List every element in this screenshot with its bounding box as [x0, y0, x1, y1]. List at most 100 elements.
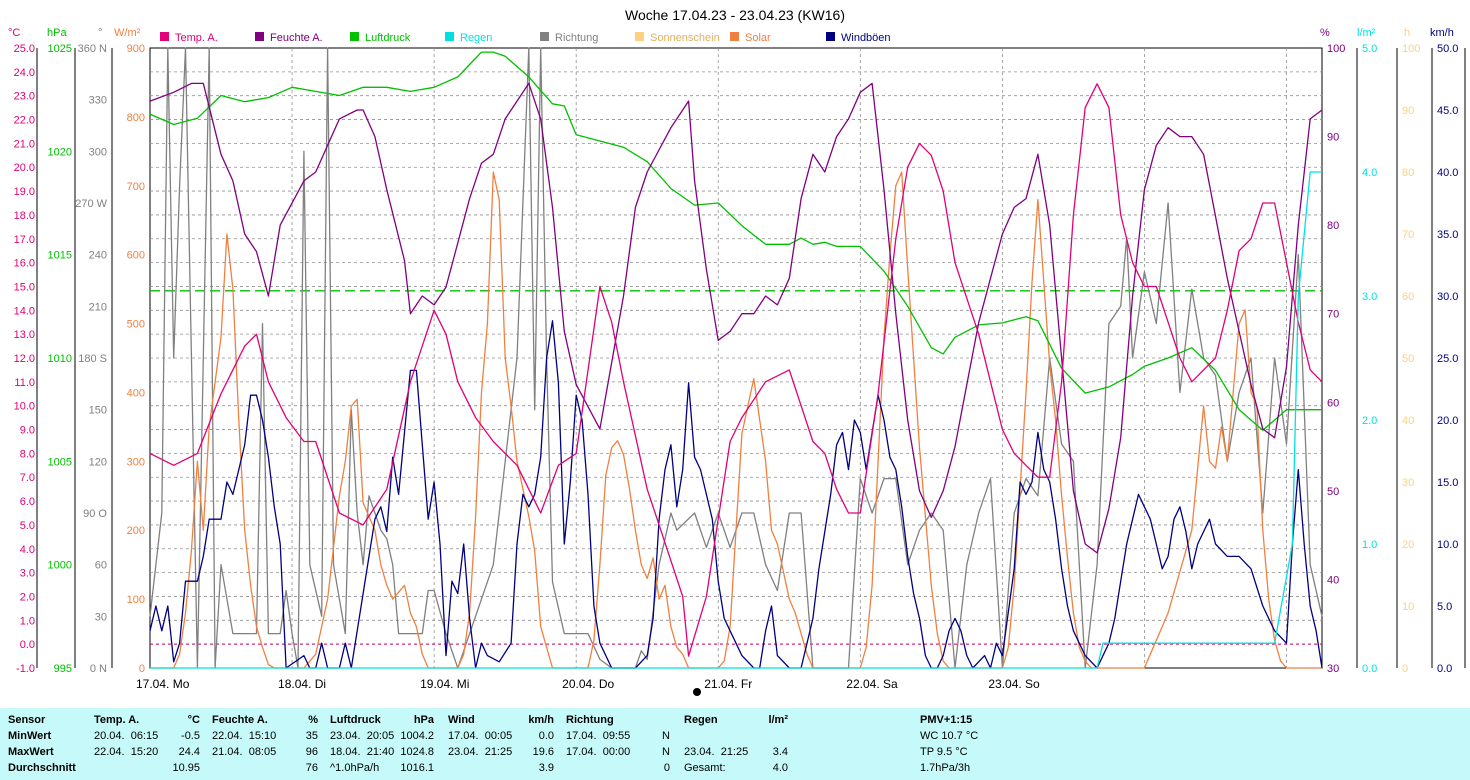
- chart-legend: Temp. A. Feuchte A. Luftdruck Regen Richtung…: [160, 32, 891, 44]
- x-day-label: 21.04. Fr: [704, 677, 752, 691]
- rain-total: 4.0: [772, 762, 788, 774]
- sun-tick-label: 30: [1402, 477, 1414, 489]
- rain-tick-label: 1.0: [1362, 539, 1377, 551]
- wind-tick-label: 20.0: [1437, 415, 1458, 427]
- press-min-time: 23.04. 20:05: [330, 730, 395, 742]
- legend-swatch: [255, 32, 264, 41]
- press-trend: ^1.0hPa/h: [330, 762, 380, 774]
- temp-tick-label: 3.0: [20, 568, 35, 580]
- legend-swatch: [350, 32, 359, 41]
- direction-tick-label: 120: [89, 456, 107, 468]
- temp-tick-label: 1.0: [20, 615, 35, 627]
- sun-tick-label: 80: [1402, 167, 1414, 179]
- temp-avg: 10.95: [172, 762, 200, 774]
- stats-header-temp: Temp. A.: [94, 714, 140, 726]
- stats-header-temp-unit: °C: [187, 714, 200, 726]
- pressure-unit-label: hPa: [47, 27, 67, 39]
- legend-label: Richtung: [555, 32, 598, 44]
- weather-chart: Woche 17.04.23 - 23.04.23 (KW16) -1.0 0.0…: [8, 7, 1466, 696]
- series-line-temp-a-: [149, 83, 1323, 657]
- wind-unit-label: km/h: [1430, 27, 1454, 39]
- temp-tick-label: 22.0: [14, 115, 35, 127]
- stats-header-press: Luftdruck: [330, 714, 381, 726]
- temp-tick-label: 4.0: [20, 544, 35, 556]
- temp-tick-label: 25.0: [14, 43, 35, 55]
- solar-tick-label: 300: [127, 456, 145, 468]
- direction-tick-label: 30: [95, 611, 107, 623]
- direction-tick-label: 360 N: [78, 43, 107, 55]
- stats-header-press-unit: hPa: [413, 714, 434, 726]
- stats-header-pmv: PMV+1:15: [920, 714, 973, 726]
- now-marker: [693, 688, 701, 696]
- chart-axes: -1.0 0.0 1.0 2.0 3.0 4.0 5.0 6.0 7.0 8.0 9.0 10.0 11…: [8, 27, 1466, 675]
- wind-tick-label: 30.0: [1437, 291, 1458, 303]
- direction-tick-label: 240: [89, 250, 107, 262]
- x-day-label: 17.04. Mo: [136, 677, 190, 691]
- wind-tick-label: 0.0: [1437, 663, 1452, 675]
- sun-tick-label: 10: [1402, 601, 1414, 613]
- legend-label: Solar: [745, 32, 771, 44]
- hum-min-time: 22.04. 15:10: [212, 730, 277, 742]
- temp-unit-label: °C: [8, 27, 20, 39]
- temp-tick-label: 23.0: [14, 91, 35, 103]
- solar-tick-label: 800: [127, 112, 145, 124]
- legend-label: Temp. A.: [175, 32, 218, 44]
- sun-tick-label: 90: [1402, 105, 1414, 117]
- wind-tick-label: 50.0: [1437, 43, 1458, 55]
- temp-min-time: 20.04. 06:15: [94, 730, 159, 742]
- press-max: 1024.8: [400, 746, 434, 758]
- temp-min: -0.5: [181, 730, 200, 742]
- rain-max-time: 23.04. 21:25: [684, 746, 749, 758]
- dir-max-time: 17.04. 00:00: [566, 746, 631, 758]
- sun-tick-label: 0: [1402, 663, 1408, 675]
- legend-swatch: [730, 32, 739, 41]
- rain-tick-label: 2.0: [1362, 415, 1377, 427]
- solar-unit-label: W/m²: [114, 27, 141, 39]
- hum-min: 35: [305, 730, 318, 742]
- direction-tick-label: 90 O: [83, 508, 107, 520]
- legend-swatch: [826, 32, 835, 41]
- stats-header-wind: Wind: [448, 714, 475, 726]
- x-day-label: 18.04. Di: [278, 677, 326, 691]
- temp-tick-label: 7.0: [20, 472, 35, 484]
- wind-tick-label: 35.0: [1437, 229, 1458, 241]
- temp-tick-label: 17.0: [14, 234, 35, 246]
- temp-tick-label: 21.0: [14, 138, 35, 150]
- pmv-dewpoint: TP 9.5 °C: [920, 746, 968, 758]
- rain-max: 3.4: [772, 746, 788, 758]
- solar-tick-label: 900: [127, 43, 145, 55]
- wind-tick-label: 10.0: [1437, 539, 1458, 551]
- legend-label: Feuchte A.: [270, 32, 323, 44]
- stats-header-rain: Regen: [684, 714, 718, 726]
- humidity-tick-label: 70: [1327, 309, 1339, 321]
- direction-tick-label: 150: [89, 405, 107, 417]
- pressure-tick-label: 1000: [48, 560, 72, 572]
- x-day-label: 23.04. So: [988, 677, 1040, 691]
- legend-label: Windböen: [841, 32, 891, 44]
- temp-tick-label: 0.0: [20, 639, 35, 651]
- stats-header-hum: Feuchte A.: [212, 714, 268, 726]
- temp-tick-label: 16.0: [14, 258, 35, 270]
- press-max-time: 18.04. 21:40: [330, 746, 395, 758]
- stats-row-min: MinWert: [8, 730, 52, 742]
- humidity-tick-label: 50: [1327, 486, 1339, 498]
- wind-avg: 3.9: [538, 762, 554, 774]
- temp-tick-label: 2.0: [20, 591, 35, 603]
- statistics-panel: Sensor MinWert MaxWert Durchschnitt Temp…: [0, 708, 1470, 780]
- temp-tick-label: 12.0: [14, 353, 35, 365]
- press-avg: 1016.1: [400, 762, 434, 774]
- solar-tick-label: 200: [127, 525, 145, 537]
- series-line-regen: [150, 171, 1322, 669]
- wind-tick-label: 40.0: [1437, 167, 1458, 179]
- stats-header-wind-unit: km/h: [528, 714, 554, 726]
- temp-tick-label: 13.0: [14, 329, 35, 341]
- rain-unit-label: l/m²: [1357, 27, 1376, 39]
- wind-tick-label: 5.0: [1437, 601, 1452, 613]
- wind-tick-label: 15.0: [1437, 477, 1458, 489]
- temp-tick-label: 14.0: [14, 305, 35, 317]
- chart-grid: [149, 47, 1323, 669]
- temp-tick-label: 10.0: [14, 401, 35, 413]
- sun-tick-label: 100: [1402, 43, 1420, 55]
- series-line-richtung: [149, 47, 1323, 669]
- pressure-tick-label: 1025: [48, 43, 72, 55]
